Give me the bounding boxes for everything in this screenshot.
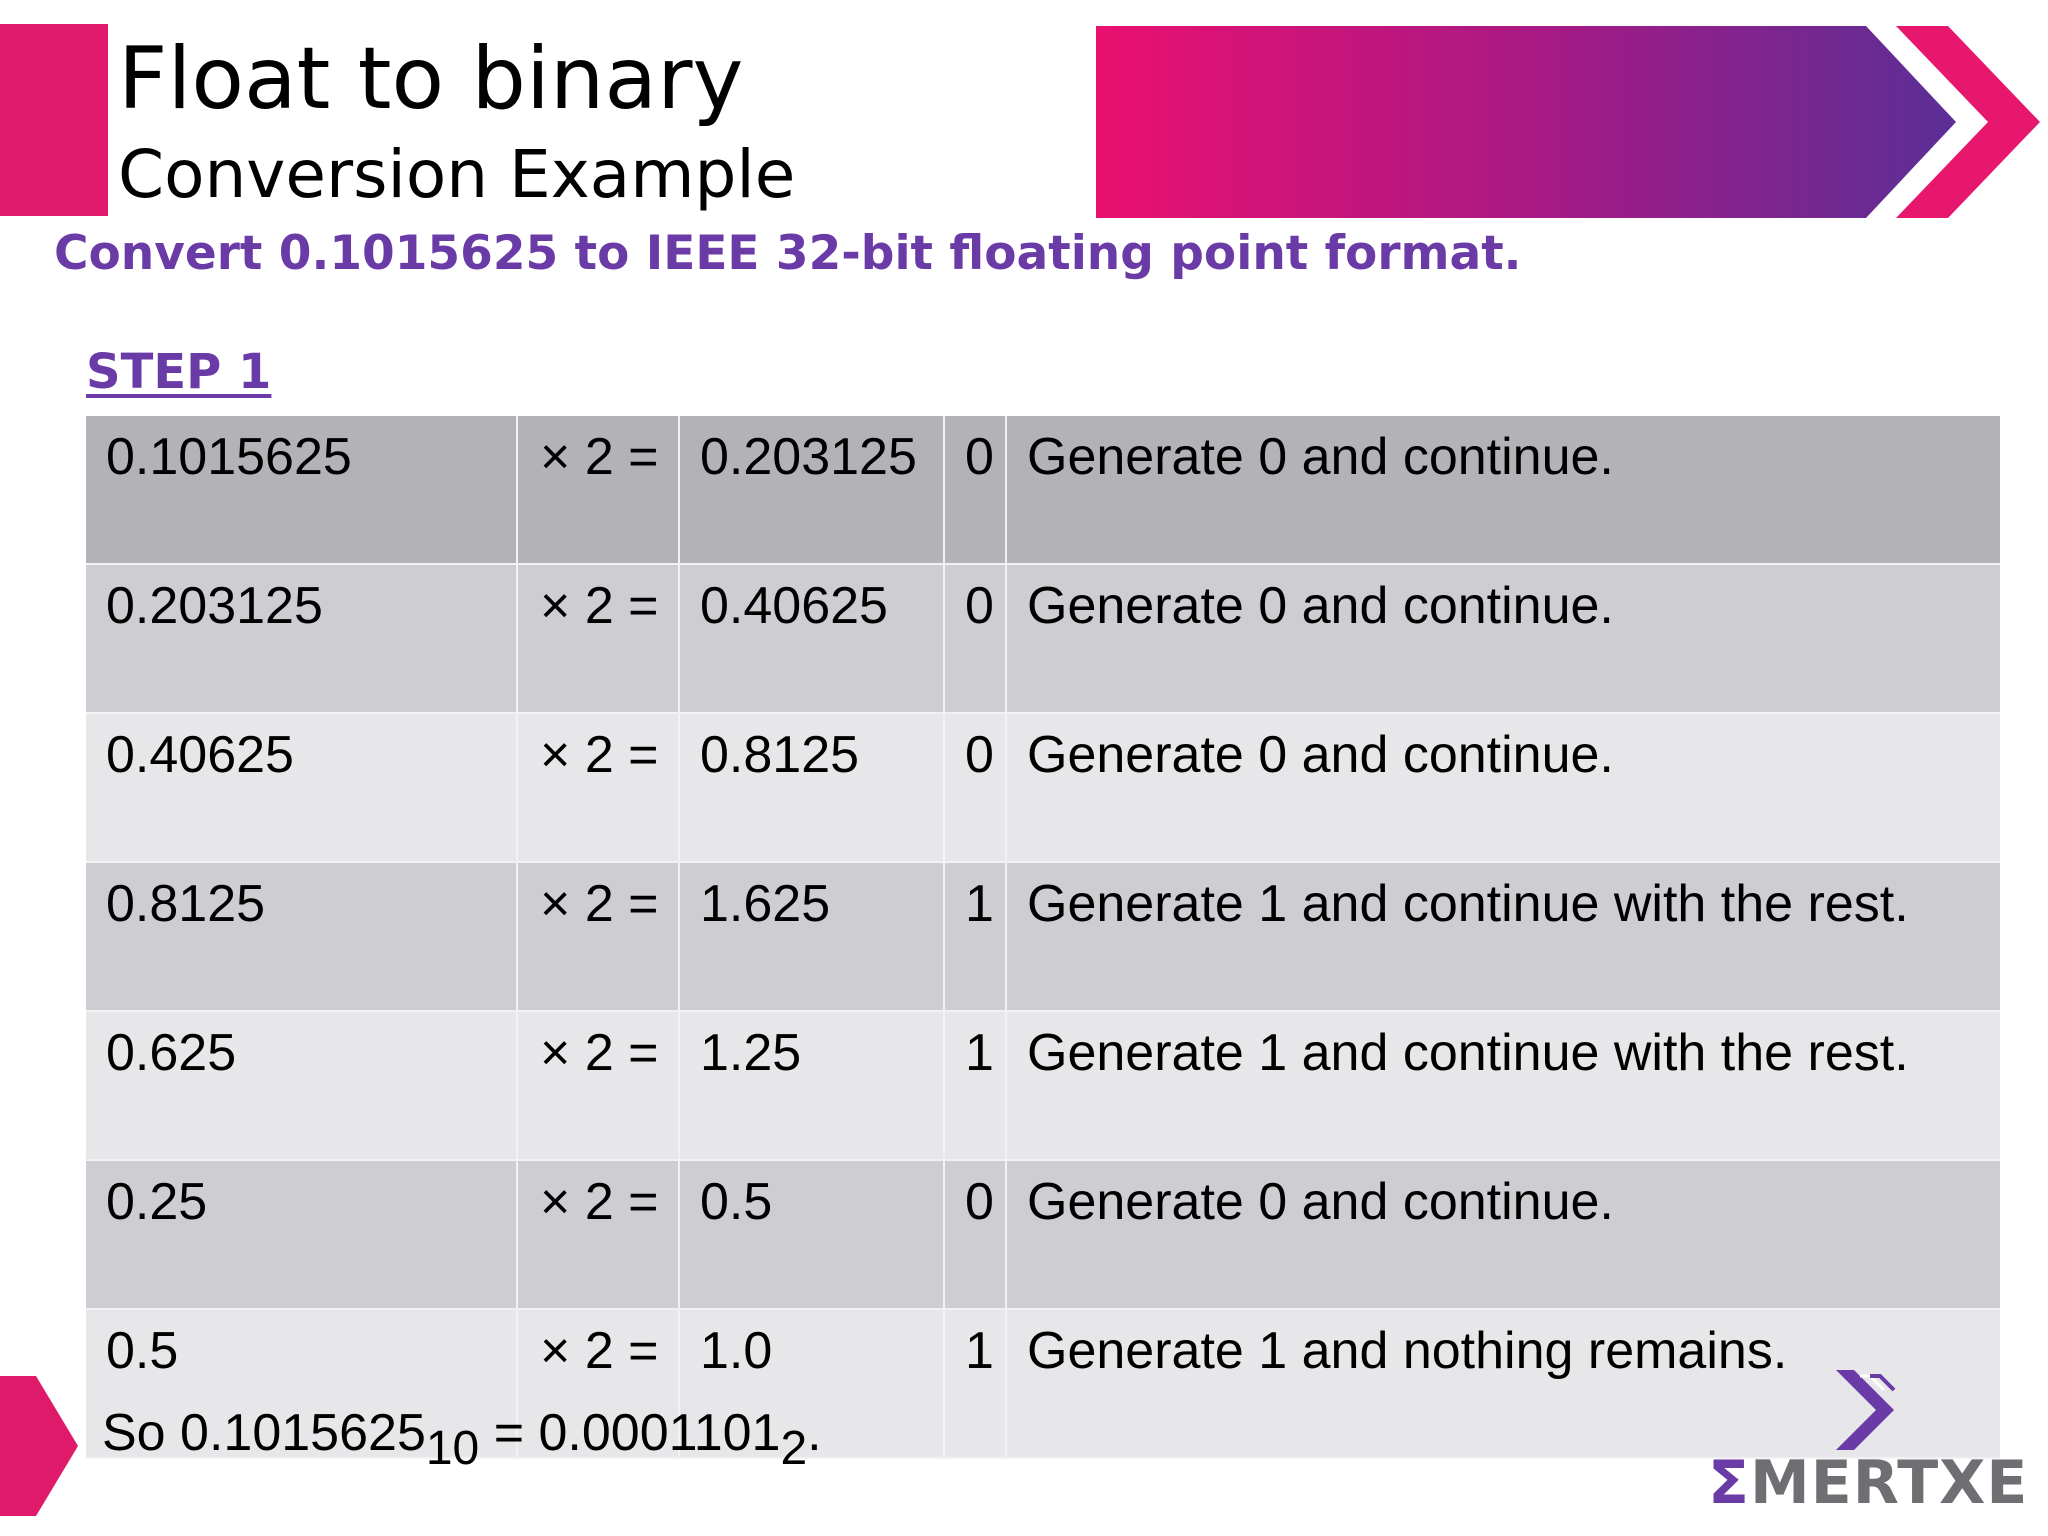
operation-cell: × 2 = [517,564,680,714]
value-cell: 0.1015625 [86,416,518,565]
bit-cell: 1 [944,1011,1007,1161]
conclusion-equals: = 0.0001101 [479,1404,781,1462]
result-cell: 0.8125 [679,713,945,863]
operation-cell: × 2 = [517,1309,680,1459]
bit-cell: 1 [944,862,1007,1012]
bit-cell: 0 [944,1160,1007,1310]
note-cell: Generate 0 and continue. [1006,1160,2000,1310]
value-cell: 0.625 [86,1011,518,1161]
logo-text: MERTXE [1750,1448,2029,1518]
operation-cell: × 2 = [517,416,680,565]
table-row: 0.25 × 2 = 0.5 0 Generate 0 and continue… [86,1160,2000,1310]
bit-cell: 0 [944,713,1007,863]
value-cell: 0.5 [86,1309,518,1459]
table-row: 0.8125 × 2 = 1.625 1 Generate 1 and cont… [86,862,2000,1012]
note-cell: Generate 1 and nothing remains. [1006,1309,2000,1459]
logo-sigma: Σ [1708,1448,1750,1518]
logo-arrow-icon [1836,1370,1896,1450]
result-cell: 0.40625 [679,564,945,714]
result-cell: 1.625 [679,862,945,1012]
operation-cell: × 2 = [517,1011,680,1161]
table-row: 0.5 × 2 = 1.0 1 Generate 1 and nothing r… [86,1309,2000,1459]
emertxe-logo: ΣMERTXE [1700,1370,2027,1520]
value-cell: 0.40625 [86,713,518,863]
conclusion-prefix: So 0.1015625 [102,1404,426,1462]
bit-cell: 0 [944,416,1007,565]
question-text: Convert 0.1015625 to IEEE 32-bit floatin… [54,226,1522,281]
conclusion-suffix: . [807,1404,822,1462]
result-cell: 0.5 [679,1160,945,1310]
slide-subtitle: Conversion Example [118,136,796,213]
result-cell: 0.203125 [679,416,945,565]
left-accent-bar [0,24,108,216]
slide-title: Float to binary [118,29,744,129]
note-cell: Generate 1 and continue with the rest. [1006,862,2000,1012]
value-cell: 0.8125 [86,862,518,1012]
conversion-table: 0.1015625 × 2 = 0.203125 0 Generate 0 an… [86,416,2000,1459]
step-label: STEP 1 [86,344,272,400]
base-to-subscript: 2 [780,1422,808,1475]
bit-cell: 0 [944,564,1007,714]
logo-wordmark: ΣMERTXE [1708,1448,2028,1518]
operation-cell: × 2 = [517,713,680,863]
note-cell: Generate 1 and continue with the rest. [1006,1011,2000,1161]
table-row: 0.203125 × 2 = 0.40625 0 Generate 0 and … [86,564,2000,714]
footer-accent-pentagon [0,1376,80,1516]
conclusion-text: So 0.101562510 = 0.00011012. [102,1402,822,1473]
note-cell: Generate 0 and continue. [1006,416,2000,565]
result-cell: 1.0 [679,1309,945,1459]
base-from-subscript: 10 [425,1422,480,1475]
table-row: 0.40625 × 2 = 0.8125 0 Generate 0 and co… [86,713,2000,863]
value-cell: 0.25 [86,1160,518,1310]
bit-cell: 1 [944,1309,1007,1459]
result-cell: 1.25 [679,1011,945,1161]
value-cell: 0.203125 [86,564,518,714]
operation-cell: × 2 = [517,862,680,1012]
note-cell: Generate 0 and continue. [1006,564,2000,714]
table-row: 0.1015625 × 2 = 0.203125 0 Generate 0 an… [86,416,2000,565]
header-arrow-banner [1096,26,2048,218]
operation-cell: × 2 = [517,1160,680,1310]
note-cell: Generate 0 and continue. [1006,713,2000,863]
table-row: 0.625 × 2 = 1.25 1 Generate 1 and contin… [86,1011,2000,1161]
